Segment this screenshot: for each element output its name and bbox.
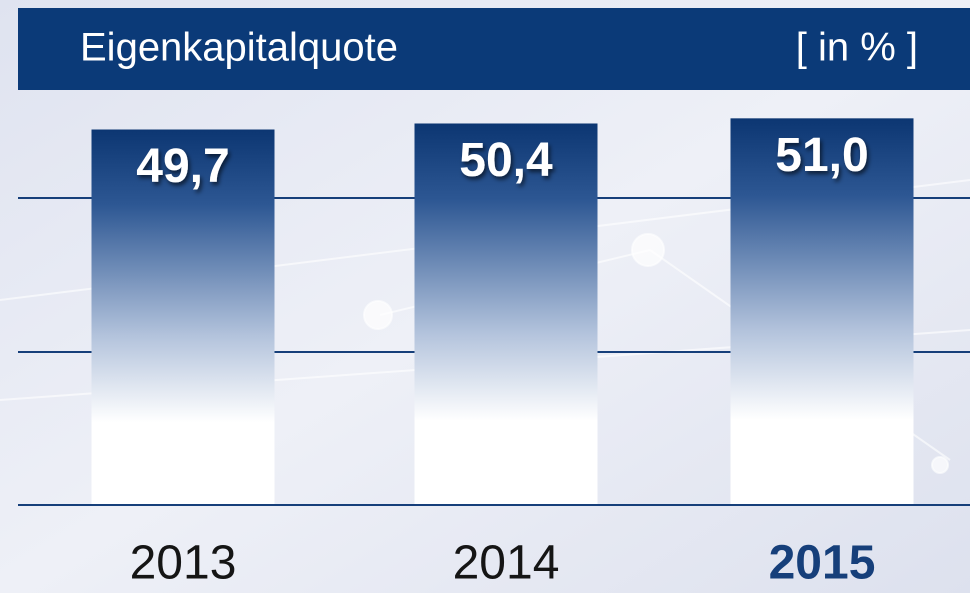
value-label: 49,7 (136, 140, 229, 193)
x-tick-label: 2015 (769, 537, 876, 590)
unit-label: [ in % ] (796, 26, 918, 70)
title-bar (18, 8, 970, 90)
x-tick-label: 2013 (130, 537, 237, 590)
x-tick-label: 2014 (453, 537, 560, 590)
bar (730, 118, 914, 505)
value-label: 51,0 (775, 129, 868, 182)
bar (91, 129, 275, 505)
value-label: 50,4 (459, 134, 553, 187)
bars (91, 118, 914, 505)
bar (414, 123, 598, 505)
chart-title: Eigenkapitalquote (80, 26, 398, 70)
